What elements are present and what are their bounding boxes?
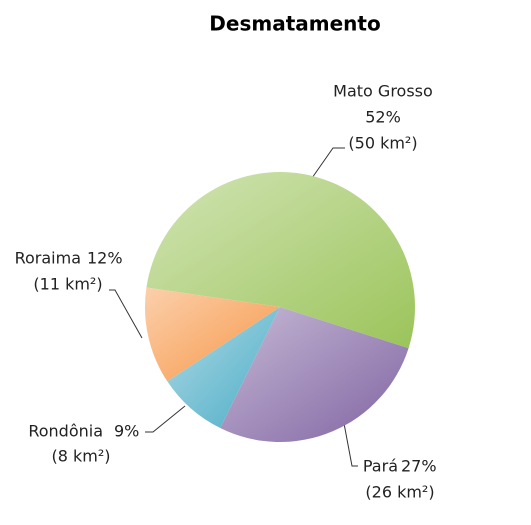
category-label: Rondônia xyxy=(28,422,103,441)
pie-slice xyxy=(146,171,416,349)
pie-slice xyxy=(167,307,280,429)
chart-title: Desmatamento xyxy=(209,12,380,36)
leader-line xyxy=(342,417,358,467)
leader-line xyxy=(311,147,345,179)
value-label: (50 km²) xyxy=(348,134,417,153)
leader-line xyxy=(109,289,143,339)
category-label: Mato Grosso xyxy=(333,82,433,101)
category-label: Roraima xyxy=(15,249,81,268)
category-label: Pará xyxy=(363,457,398,476)
value-label: (8 km²) xyxy=(51,447,110,466)
leader-line xyxy=(145,405,186,433)
value-label: (11 km²) xyxy=(33,275,102,294)
pie-slice xyxy=(144,287,280,382)
value-label: (26 km²) xyxy=(365,483,434,502)
pie-slice xyxy=(220,307,409,442)
percentage-label: 9% xyxy=(114,422,139,441)
percentage-label: 27% xyxy=(401,457,437,476)
percentage-label: 52% xyxy=(365,108,401,127)
percentage-label: 12% xyxy=(87,249,123,268)
